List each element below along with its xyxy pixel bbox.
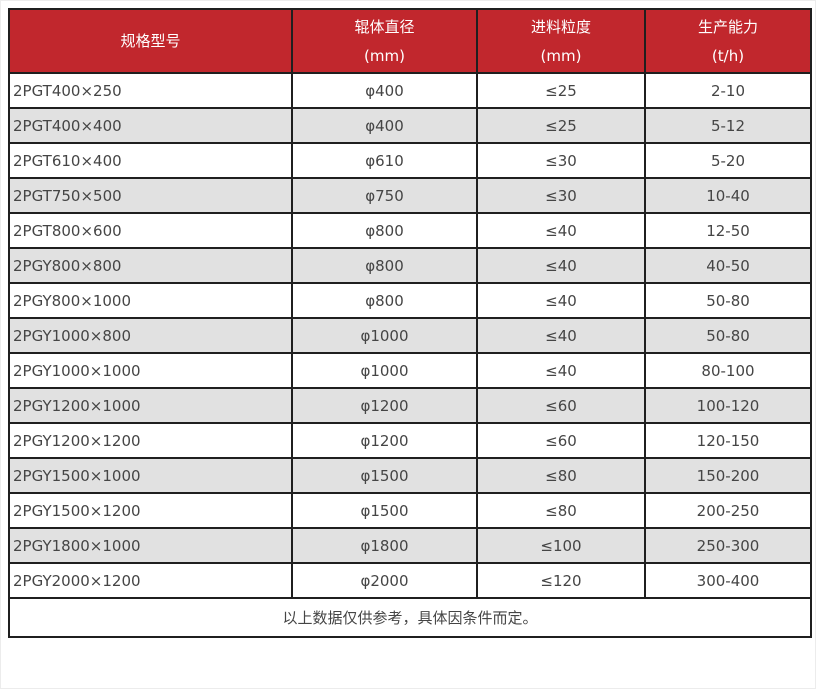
model-cell: 2PGY1200×1200 <box>8 422 293 459</box>
value-cell: ≤25 <box>476 72 646 109</box>
model-cell: 2PGY1800×1000 <box>8 527 293 564</box>
column-unit: (t/h) <box>711 46 745 65</box>
value-cell: φ1800 <box>291 527 478 564</box>
model-cell: 2PGY1500×1000 <box>8 457 293 494</box>
value-cell: ≤25 <box>476 107 646 144</box>
column-unit: (mm) <box>540 46 582 65</box>
value-cell: φ800 <box>291 247 478 284</box>
model-cell: 2PGT400×250 <box>8 72 293 109</box>
value-cell: 40-50 <box>644 247 812 284</box>
model-cell: 2PGY800×800 <box>8 247 293 284</box>
value-cell: 50-80 <box>644 317 812 354</box>
table-row: 2PGY1500×1200 φ1500 ≤80 200-250 <box>8 492 812 529</box>
model-cell: 2PGY1200×1000 <box>8 387 293 424</box>
value-cell: ≤40 <box>476 247 646 284</box>
model-cell: 2PGY2000×1200 <box>8 562 293 599</box>
value-cell: 250-300 <box>644 527 812 564</box>
value-cell: 2-10 <box>644 72 812 109</box>
value-cell: ≤40 <box>476 352 646 389</box>
value-cell: 12-50 <box>644 212 812 249</box>
model-cell: 2PGT400×400 <box>8 107 293 144</box>
header-row: 规格型号 辊体直径 (mm) 进料粒度 (mm) 生产能力 (t/h) <box>8 8 812 74</box>
table-row: 2PGY1500×1000 φ1500 ≤80 150-200 <box>8 457 812 494</box>
value-cell: ≤40 <box>476 282 646 319</box>
table-row: 2PGT610×400 φ610 ≤30 5-20 <box>8 142 812 179</box>
value-cell: φ1200 <box>291 422 478 459</box>
table-footnote: 以上数据仅供参考，具体因条件而定。 <box>8 597 812 638</box>
value-cell: 5-12 <box>644 107 812 144</box>
column-header-4: 生产能力 (t/h) <box>644 8 812 74</box>
value-cell: 120-150 <box>644 422 812 459</box>
model-cell: 2PGY1000×800 <box>8 317 293 354</box>
value-cell: ≤30 <box>476 177 646 214</box>
table-row: 2PGY1200×1200 φ1200 ≤60 120-150 <box>8 422 812 459</box>
value-cell: ≤80 <box>476 457 646 494</box>
table-body: 2PGT400×250 φ400 ≤25 2-10 2PGT400×400 φ400 ≤25… <box>8 72 812 599</box>
column-label: 辊体直径 <box>354 17 415 36</box>
value-cell: 300-400 <box>644 562 812 599</box>
value-cell: ≤60 <box>476 387 646 424</box>
value-cell: φ2000 <box>291 562 478 599</box>
column-header-2: 辊体直径 (mm) <box>291 8 478 74</box>
column-label: 进料粒度 <box>530 17 591 36</box>
table-row: 2PGY1800×1000 φ1800 ≤100 250-300 <box>8 527 812 564</box>
value-cell: φ400 <box>291 107 478 144</box>
value-cell: ≤100 <box>476 527 646 564</box>
value-cell: φ400 <box>291 72 478 109</box>
column-label: 规格型号 <box>120 32 181 50</box>
table-row: 2PGY1200×1000 φ1200 ≤60 100-120 <box>8 387 812 424</box>
table-row: 2PGT750×500 φ750 ≤30 10-40 <box>8 177 812 214</box>
model-cell: 2PGY800×1000 <box>8 282 293 319</box>
table-row: 2PGY1000×1000 φ1000 ≤40 80-100 <box>8 352 812 389</box>
value-cell: 80-100 <box>644 352 812 389</box>
table-row: 2PGT800×600 φ800 ≤40 12-50 <box>8 212 812 249</box>
table-row: 2PGY2000×1200 φ2000 ≤120 300-400 <box>8 562 812 599</box>
value-cell: φ610 <box>291 142 478 179</box>
value-cell: 5-20 <box>644 142 812 179</box>
model-cell: 2PGY1000×1000 <box>8 352 293 389</box>
value-cell: 50-80 <box>644 282 812 319</box>
value-cell: ≤40 <box>476 212 646 249</box>
column-label: 生产能力 <box>697 17 758 36</box>
table-row: 2PGT400×400 φ400 ≤25 5-12 <box>8 107 812 144</box>
model-cell: 2PGY1500×1200 <box>8 492 293 529</box>
value-cell: ≤40 <box>476 317 646 354</box>
value-cell: ≤30 <box>476 142 646 179</box>
column-unit: (mm) <box>364 46 405 65</box>
model-cell: 2PGT750×500 <box>8 177 293 214</box>
value-cell: φ1000 <box>291 317 478 354</box>
spec-table: 规格型号 辊体直径 (mm) 进料粒度 (mm) 生产能力 (t/h) 2PGT400×25… <box>8 8 812 638</box>
table-row: 2PGY1000×800 φ1000 ≤40 50-80 <box>8 317 812 354</box>
model-cell: 2PGT610×400 <box>8 142 293 179</box>
footnote-row: 以上数据仅供参考，具体因条件而定。 <box>8 597 812 638</box>
value-cell: φ800 <box>291 212 478 249</box>
value-cell: 10-40 <box>644 177 812 214</box>
table-row: 2PGY800×1000 φ800 ≤40 50-80 <box>8 282 812 319</box>
value-cell: φ1500 <box>291 457 478 494</box>
column-header-3: 进料粒度 (mm) <box>476 8 646 74</box>
value-cell: ≤80 <box>476 492 646 529</box>
table-header: 规格型号 辊体直径 (mm) 进料粒度 (mm) 生产能力 (t/h) <box>8 8 812 74</box>
model-cell: 2PGT800×600 <box>8 212 293 249</box>
table-row: 2PGT400×250 φ400 ≤25 2-10 <box>8 72 812 109</box>
value-cell: φ1500 <box>291 492 478 529</box>
value-cell: φ1000 <box>291 352 478 389</box>
value-cell: 200-250 <box>644 492 812 529</box>
value-cell: ≤120 <box>476 562 646 599</box>
value-cell: 150-200 <box>644 457 812 494</box>
value-cell: φ1200 <box>291 387 478 424</box>
table-footer: 以上数据仅供参考，具体因条件而定。 <box>8 597 812 638</box>
value-cell: φ750 <box>291 177 478 214</box>
column-header-1: 规格型号 <box>8 8 293 74</box>
value-cell: 100-120 <box>644 387 812 424</box>
value-cell: φ800 <box>291 282 478 319</box>
value-cell: ≤60 <box>476 422 646 459</box>
table-row: 2PGY800×800 φ800 ≤40 40-50 <box>8 247 812 284</box>
